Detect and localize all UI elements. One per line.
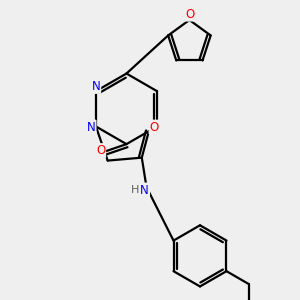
Text: O: O xyxy=(185,8,195,21)
Text: N: N xyxy=(140,184,149,196)
Text: O: O xyxy=(96,144,105,157)
Text: N: N xyxy=(87,121,96,134)
Text: H: H xyxy=(131,185,140,195)
Text: O: O xyxy=(149,121,159,134)
Text: N: N xyxy=(92,80,100,93)
